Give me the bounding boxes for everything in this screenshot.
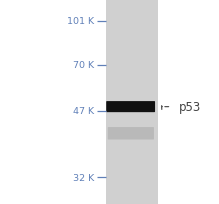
Text: 70 K: 70 K: [73, 61, 94, 70]
Text: 101 K: 101 K: [67, 17, 94, 26]
FancyBboxPatch shape: [108, 127, 154, 140]
Bar: [106, 0, 158, 204]
FancyBboxPatch shape: [106, 102, 155, 113]
Text: 47 K: 47 K: [73, 107, 94, 116]
Text: 32 K: 32 K: [73, 173, 94, 182]
Text: p53: p53: [178, 101, 201, 114]
